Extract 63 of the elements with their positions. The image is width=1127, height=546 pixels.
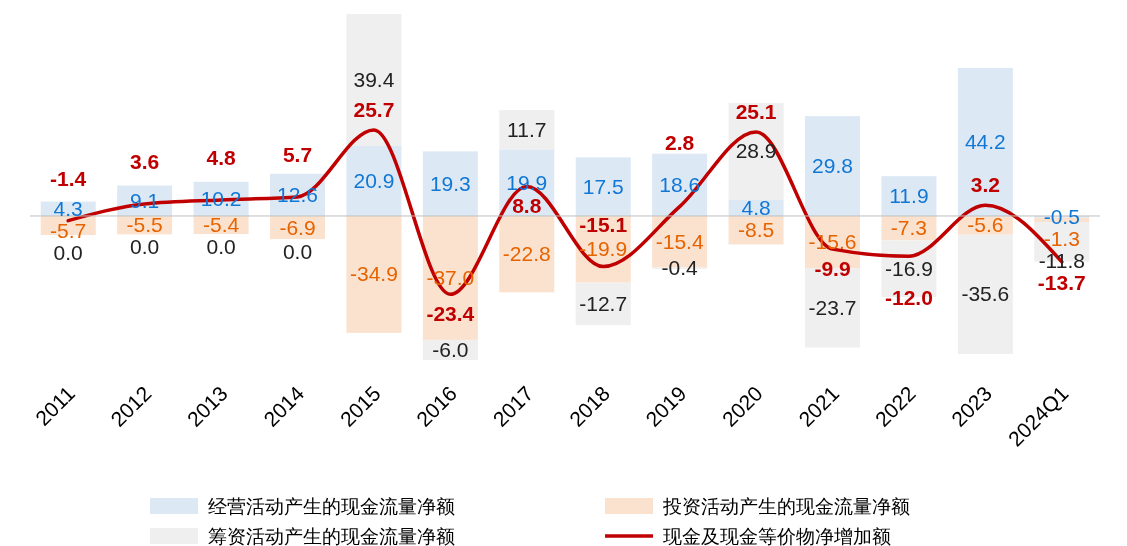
legend-label: 经营活动产生的现金流量净额 <box>208 496 455 517</box>
data-label: -5.6 <box>967 213 1004 237</box>
data-label: 20.9 <box>353 168 395 192</box>
data-label: -16.9 <box>884 256 933 280</box>
data-label: 18.6 <box>659 172 701 196</box>
data-label: -5.4 <box>202 213 240 237</box>
bar <box>957 234 1013 354</box>
data-label: -22.8 <box>502 242 551 266</box>
data-label: 25.1 <box>735 99 777 123</box>
data-label: -15.1 <box>579 212 628 236</box>
bar <box>804 116 861 216</box>
data-label: 0.0 <box>206 235 236 259</box>
data-label: -19.9 <box>579 237 628 261</box>
data-label: 25.7 <box>353 97 395 121</box>
data-label: 5.7 <box>282 142 313 166</box>
data-label: 0.0 <box>130 235 160 259</box>
bar <box>346 215 402 333</box>
data-label: -15.4 <box>655 229 704 253</box>
data-label: -1.3 <box>1043 226 1080 250</box>
legend-label: 现金及现金等价物净增加额 <box>663 526 891 546</box>
data-label: -1.4 <box>50 166 87 190</box>
data-label: 19.3 <box>429 171 471 195</box>
data-label: -34.9 <box>349 262 398 286</box>
data-label: -5.5 <box>126 213 163 237</box>
data-label: -7.3 <box>890 216 928 240</box>
data-label: 11.9 <box>889 184 929 208</box>
data-label: 29.8 <box>812 154 853 178</box>
data-label: -0.4 <box>661 256 699 280</box>
legend-label: 筹资活动产生的现金流量净额 <box>208 526 455 546</box>
data-label: 17.5 <box>582 174 624 198</box>
data-label: -9.9 <box>814 257 851 281</box>
data-label: 4.3 <box>53 196 83 220</box>
bar <box>957 67 1013 216</box>
data-label: 11.7 <box>507 117 547 141</box>
data-label: -23.7 <box>808 295 857 319</box>
data-label: -6.9 <box>279 215 316 239</box>
data-label: 3.6 <box>130 149 160 173</box>
data-label: -12.7 <box>579 291 628 315</box>
data-label: -8.5 <box>737 218 775 242</box>
data-label: -12.0 <box>884 286 933 310</box>
data-label: 0.0 <box>282 240 313 264</box>
data-label: -23.4 <box>426 302 475 326</box>
data-label: -0.5 <box>1043 204 1080 228</box>
data-label: 0.0 <box>53 240 83 264</box>
data-label: 19.9 <box>506 170 548 194</box>
data-label: 8.8 <box>512 194 542 218</box>
data-label: -13.7 <box>1037 270 1086 294</box>
data-label: 2.8 <box>665 130 695 154</box>
data-label: 4.8 <box>206 145 236 169</box>
data-label: 44.2 <box>964 129 1006 153</box>
data-label: 28.9 <box>735 139 777 163</box>
bar <box>422 151 478 216</box>
bar <box>575 157 631 216</box>
data-label: 3.2 <box>970 173 1000 197</box>
bar <box>499 110 555 150</box>
legend-label: 投资活动产生的现金流量净额 <box>662 496 910 517</box>
data-label: -11.8 <box>1038 248 1085 272</box>
data-label: -35.6 <box>961 282 1010 306</box>
data-label: -6.0 <box>432 337 469 361</box>
data-label: -5.7 <box>50 218 87 242</box>
bar <box>499 215 555 293</box>
data-label: 39.4 <box>353 67 395 91</box>
data-label: 4.8 <box>741 195 771 219</box>
